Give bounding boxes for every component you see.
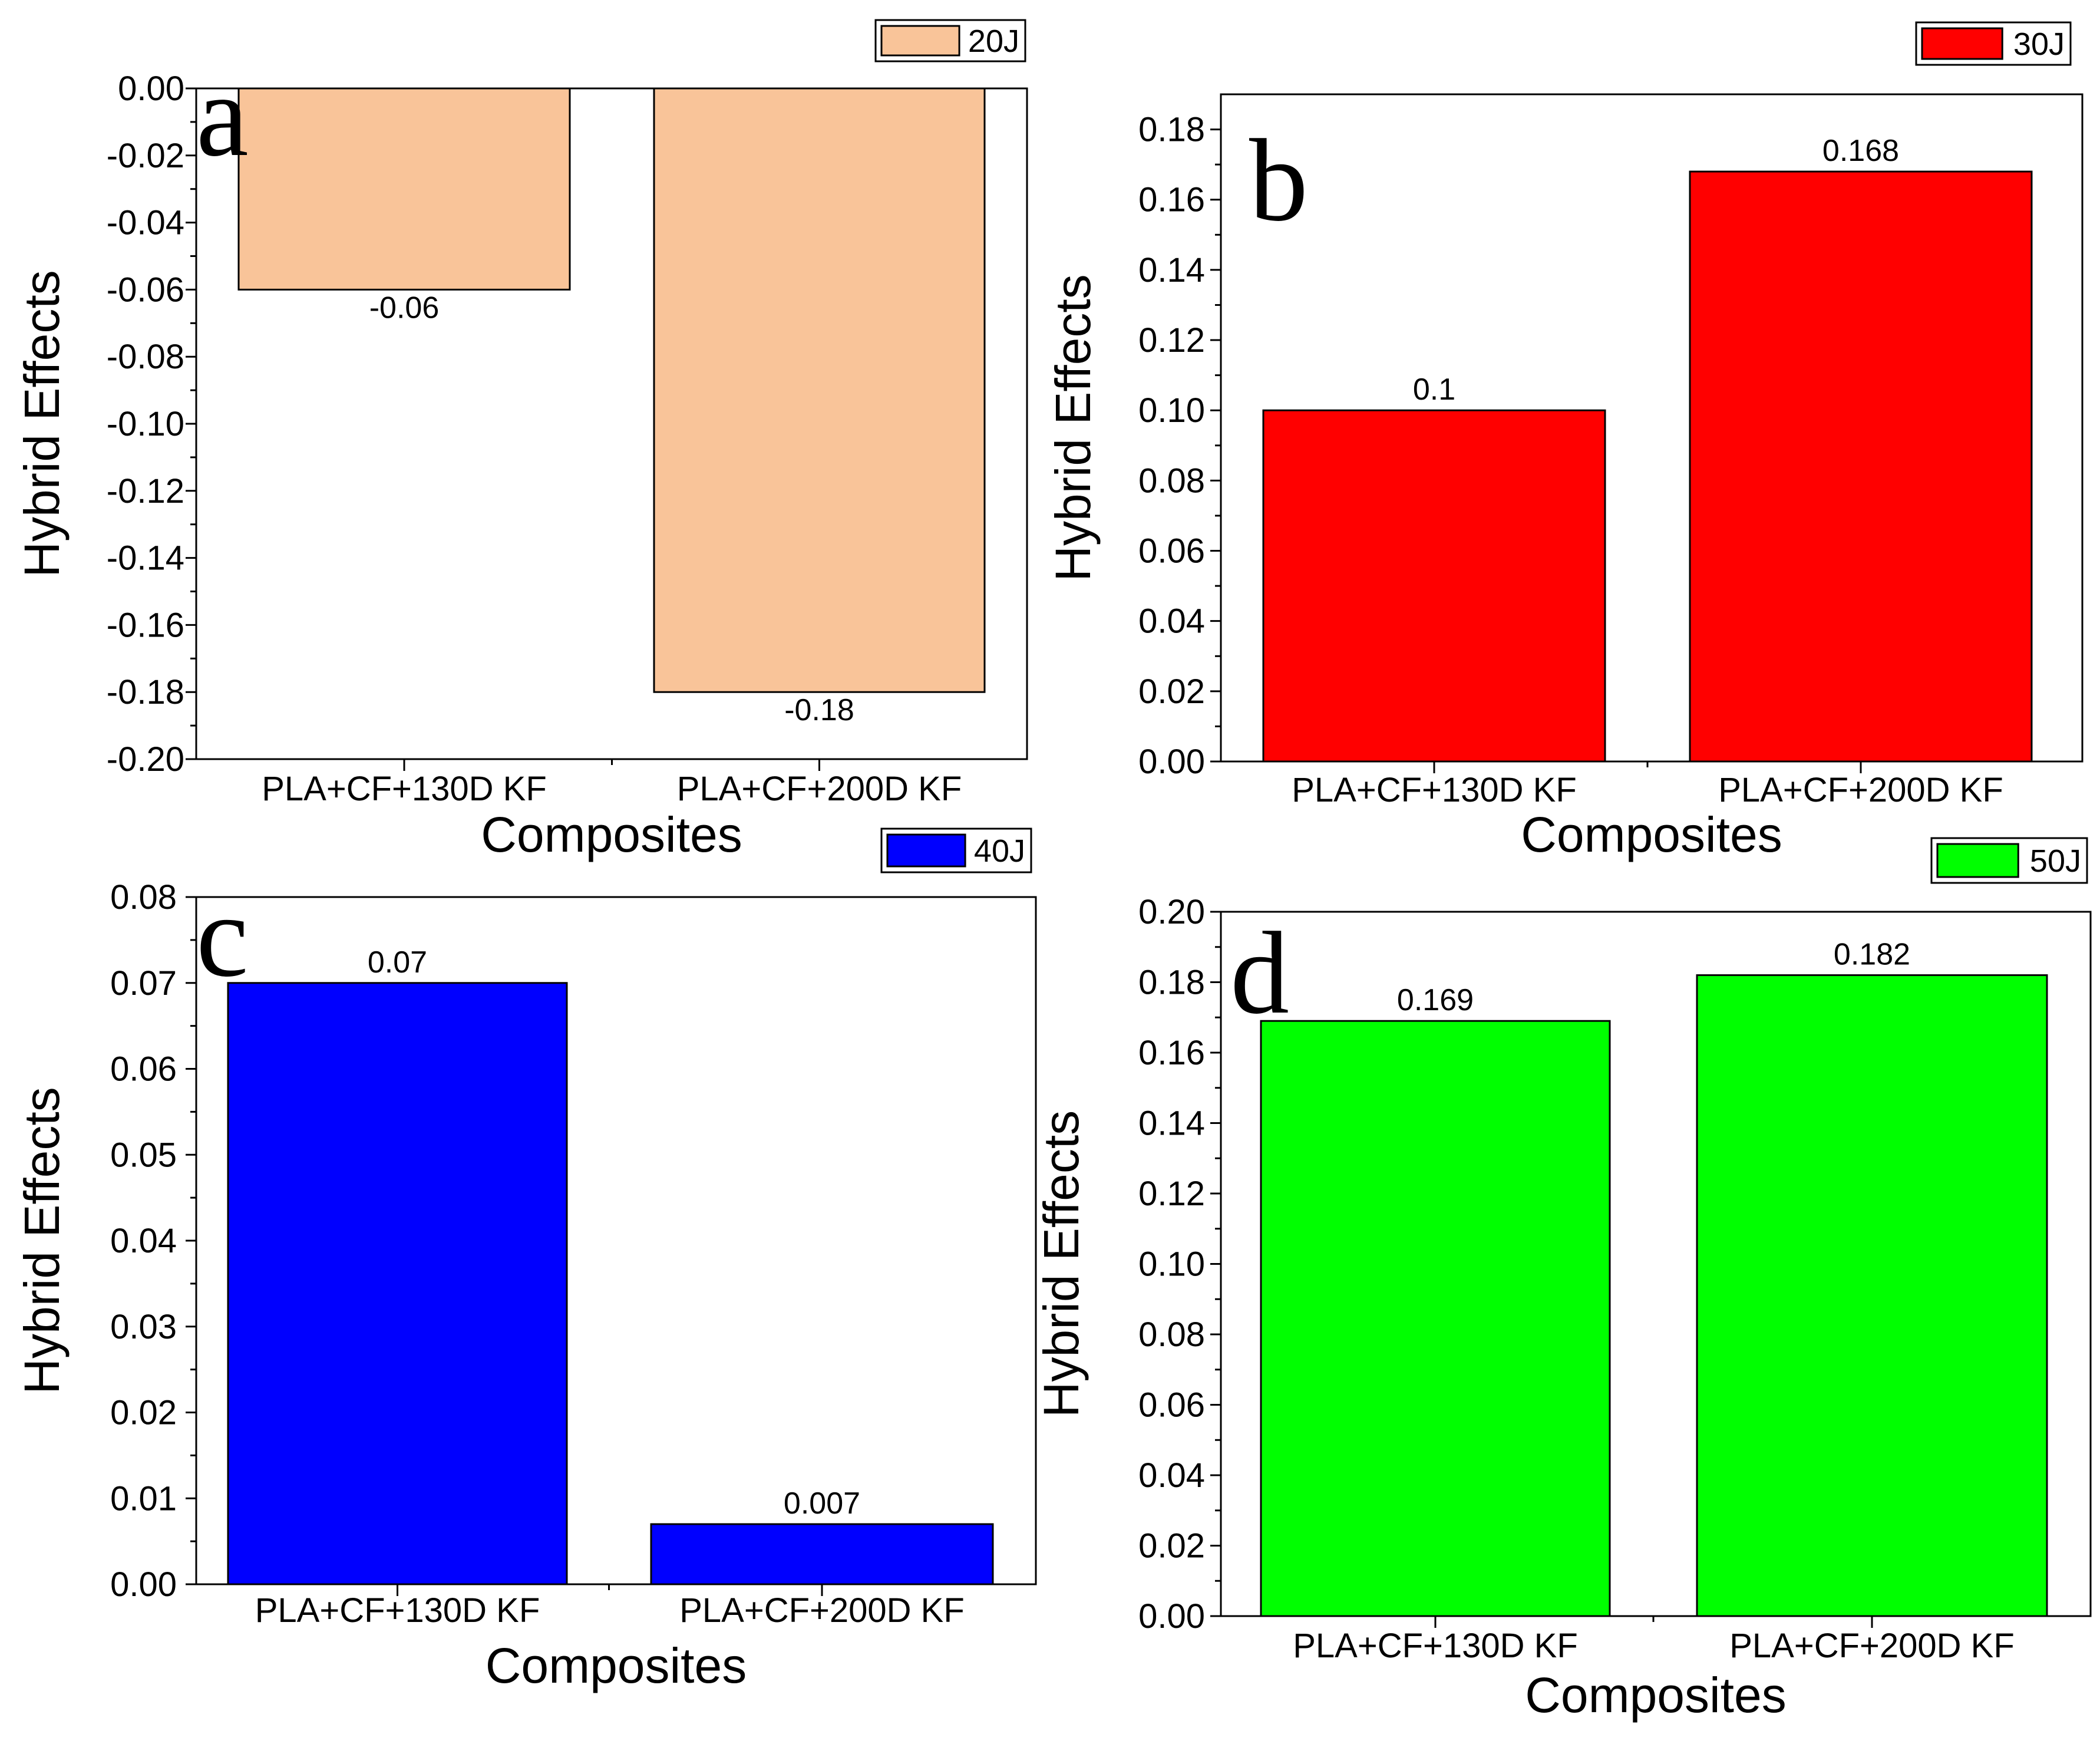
data-label: 0.007: [784, 1486, 860, 1521]
y-tick-label: 0.04: [110, 1222, 177, 1260]
y-tick-label: 0.08: [1138, 461, 1205, 500]
y-tick-label: 0.10: [1138, 391, 1205, 430]
bar: [1260, 1020, 1611, 1617]
x-axis-title: Composites: [1525, 1667, 1787, 1723]
y-tick-label: -0.10: [107, 405, 184, 443]
y-tick-label: -0.02: [107, 137, 184, 175]
y-tick-label: 0.18: [1138, 964, 1205, 1002]
y-tick-label: 0.00: [1138, 1597, 1205, 1636]
x-axis-title: Composites: [1521, 807, 1782, 862]
legend-swatch: [1921, 27, 2003, 60]
bar: [650, 1523, 994, 1585]
y-tick-label: -0.18: [107, 673, 184, 711]
x-tick-label: PLA+CF+200D KF: [1718, 771, 2003, 809]
chart-panel-a: 0.00 -0.02 -0.04 -0.06 -0.08 -0.10 -0.12 -0.14 -…: [14, 19, 1028, 862]
data-label: 0.168: [1822, 134, 1899, 168]
plot-frame: [1220, 93, 2084, 763]
data-label: 0.169: [1397, 983, 1474, 1017]
x-tick-label: PLA+CF+200D KF: [677, 770, 962, 808]
chart-panel-b: 0.00 0.02 0.04 0.06 0.08 0.10 0.12 0.14 0.16 0.18…: [1045, 21, 2084, 862]
y-axis-title: Hybrid Effects: [1034, 1110, 1089, 1417]
panel-letter: d: [1230, 908, 1289, 1038]
x-tick-label: PLA+CF+200D KF: [679, 1591, 965, 1630]
y-axis-title: Hybrid Effects: [1045, 274, 1101, 581]
legend-swatch: [886, 833, 966, 868]
y-tick-label: 0.18: [1138, 111, 1205, 149]
y-tick-label: 0.08: [1138, 1316, 1205, 1354]
legend-swatch: [880, 25, 960, 57]
y-tick-label: 0.06: [1138, 1386, 1205, 1425]
y-axis-title: Hybrid Effects: [14, 1087, 70, 1394]
y-tick-label: 0.04: [1138, 602, 1205, 641]
y-tick-label: 0.00: [118, 70, 184, 108]
x-tick-label: PLA+CF+200D KF: [1729, 1627, 2015, 1665]
x-tick-label: PLA+CF+130D KF: [262, 770, 547, 808]
chart-panel-c: 0.00 0.01 0.02 0.03 0.04 0.05 0.06 0.07 0.08 PLA+…: [14, 827, 1037, 1693]
y-tick-label: 0.06: [110, 1050, 177, 1089]
x-tick-label: PLA+CF+130D KF: [1292, 771, 1577, 809]
y-tick-label: -0.14: [107, 539, 184, 578]
bar: [653, 87, 986, 693]
y-tick-label: 0.02: [1138, 1527, 1205, 1565]
y-tick-label: 0.01: [110, 1479, 177, 1518]
y-tick-label: 0.05: [110, 1136, 177, 1174]
panel-letter: c: [196, 871, 249, 1001]
y-tick-label: -0.20: [107, 740, 184, 779]
y-tick-label: 0.06: [1138, 532, 1205, 571]
x-axis-title: Composites: [481, 807, 742, 862]
y-tick-label: 0.16: [1138, 181, 1205, 219]
bar: [237, 87, 571, 291]
y-tick-label: 0.10: [1138, 1245, 1205, 1284]
data-label: -0.06: [369, 291, 440, 325]
legend-label: 20J: [968, 24, 1019, 59]
y-tick-label: -0.08: [107, 338, 184, 376]
panel-letter: b: [1249, 116, 1308, 246]
x-axis-title: Composites: [486, 1638, 747, 1693]
y-tick-label: -0.16: [107, 606, 184, 644]
y-tick-label: 0.02: [1138, 672, 1205, 711]
y-tick-label: 0.00: [110, 1565, 177, 1604]
y-tick-label: 0.07: [110, 964, 177, 1003]
panel-letter: a: [196, 51, 249, 181]
chart-panel-d: 0.00 0.02 0.04 0.06 0.08 0.10 0.12 0.14 0.16 0.18…: [1034, 837, 2092, 1723]
y-tick-label: 0.14: [1138, 1105, 1205, 1143]
data-label: 0.07: [368, 945, 427, 980]
y-tick-label: -0.04: [107, 204, 184, 242]
y-tick-label: 0.03: [110, 1308, 177, 1346]
legend-label: 30J: [2013, 27, 2065, 62]
y-tick-label: 0.04: [1138, 1456, 1205, 1495]
data-label: 0.1: [1413, 372, 1455, 407]
bar: [1689, 170, 2033, 763]
y-tick-label: 0.08: [110, 878, 177, 916]
y-tick-label: 0.12: [1138, 1175, 1205, 1213]
legend-label: 40J: [974, 833, 1025, 869]
bar: [227, 982, 568, 1585]
legend-label: 50J: [2030, 843, 2081, 879]
bar: [1696, 974, 2048, 1617]
y-tick-label: 0.20: [1138, 893, 1205, 931]
data-label: 0.182: [1834, 938, 1910, 972]
y-axis-title: Hybrid Effects: [14, 270, 70, 577]
x-tick-label: PLA+CF+130D KF: [1293, 1627, 1578, 1665]
y-tick-label: 0.00: [1138, 743, 1205, 781]
legend-swatch: [1936, 843, 2019, 878]
x-tick-label: PLA+CF+130D KF: [255, 1591, 540, 1630]
bar: [1262, 409, 1606, 763]
y-tick-label: 0.14: [1138, 251, 1205, 289]
y-tick-label: 0.16: [1138, 1034, 1205, 1072]
y-tick-label: 0.12: [1138, 321, 1205, 360]
y-tick-label: -0.06: [107, 271, 184, 309]
data-label: -0.18: [784, 693, 854, 727]
y-tick-label: 0.02: [110, 1394, 177, 1432]
y-tick-label: -0.12: [107, 472, 184, 510]
